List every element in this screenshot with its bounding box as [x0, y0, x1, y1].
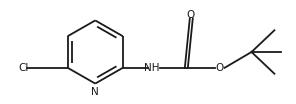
Text: O: O — [187, 9, 195, 20]
Text: O: O — [215, 63, 224, 73]
Text: NH: NH — [144, 63, 160, 73]
Text: Cl: Cl — [19, 63, 29, 73]
Text: N: N — [91, 87, 99, 97]
